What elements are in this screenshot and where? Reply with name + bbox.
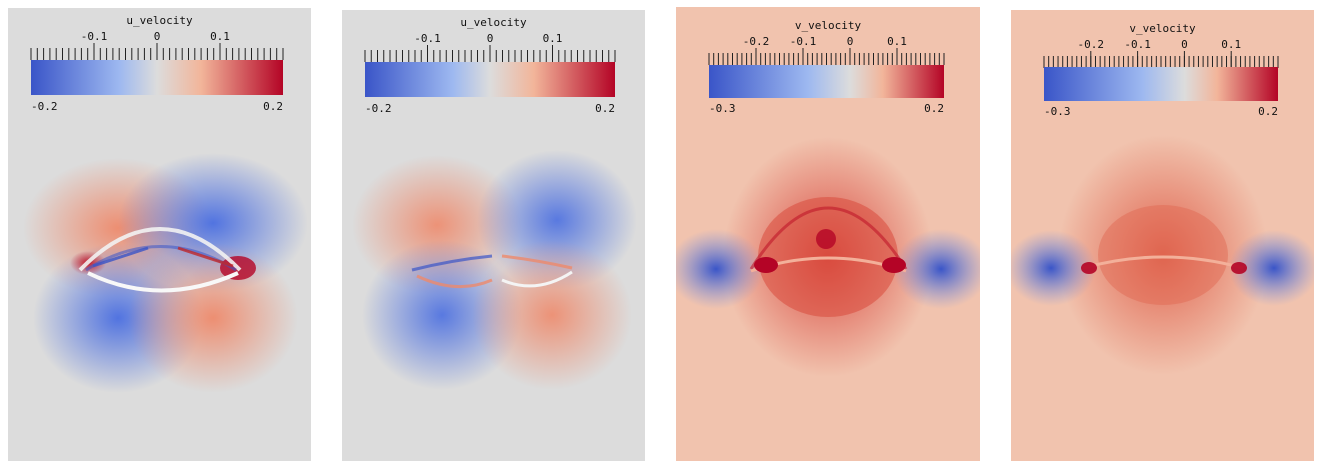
u-velocity-panel-1: u_velocity -0.1 0 0.1 -0.2 0.2 xyxy=(8,8,311,461)
v-velocity-panel-1: v_velocity -0.2 -0.1 0 0.1 -0.3 0.2 xyxy=(676,7,980,461)
colorbar-title: u_velocity xyxy=(460,16,527,29)
colorbar-min-label: -0.3 xyxy=(1044,105,1071,118)
colorbar-gradient xyxy=(1044,67,1278,101)
colorbar-ticks: -0.2 -0.1 0 0.1 xyxy=(1043,38,1279,88)
colorbar-max-label: 0.2 xyxy=(924,102,944,115)
colorbar-max-label: 0.2 xyxy=(595,102,615,115)
colorbar-max-label: 0.2 xyxy=(263,100,283,113)
colorbar-min-label: -0.2 xyxy=(365,102,392,115)
colorbar-title: v_velocity xyxy=(1129,22,1196,35)
colorbar-min-label: -0.2 xyxy=(31,100,58,113)
colorbar-tick-label: -0.2 xyxy=(743,35,770,48)
colorbar-tick-label: 0.1 xyxy=(543,32,563,45)
colorbar-tick-label: 0 xyxy=(1181,38,1188,51)
colorbar-tick-label: 0 xyxy=(847,35,854,48)
colorbar-title: v_velocity xyxy=(794,19,862,32)
colorbar-max-label: 0.2 xyxy=(1258,105,1278,118)
colorbar-tick-label: 0.1 xyxy=(887,35,907,48)
colorbar-gradient xyxy=(31,60,283,95)
colorbar-ticks: -0.1 0 0.1 xyxy=(30,30,284,80)
colorbar-tick-label: 0.1 xyxy=(210,30,230,43)
colorbar-tick-label: 0 xyxy=(154,30,161,43)
colorbar-gradient xyxy=(365,62,615,97)
colorbar-tick-label: 0.1 xyxy=(1221,38,1241,51)
colorbar-ticks: -0.2 -0.1 0 0.1 xyxy=(708,35,945,85)
colorbar-tick-label: -0.1 xyxy=(414,32,441,45)
v-velocity-panel-2: v_velocity -0.2 -0.1 0 0.1 -0.3 0.2 xyxy=(1011,10,1314,461)
colorbar-tick-label: -0.1 xyxy=(81,30,108,43)
colorbar-tick-label: 0 xyxy=(487,32,494,45)
colorbar-tick-label: -0.2 xyxy=(1078,38,1105,51)
colorbar-tick-label: -0.1 xyxy=(790,35,817,48)
u-velocity-panel-2: u_velocity -0.1 0 0.1 -0.2 0.2 xyxy=(342,10,645,461)
colorbar-min-label: -0.3 xyxy=(709,102,736,115)
colorbar-gradient xyxy=(709,65,944,98)
colorbar-tick-label: -0.1 xyxy=(1124,38,1151,51)
colorbar-ticks: -0.1 0 0.1 xyxy=(364,32,616,82)
colorbar-title: u_velocity xyxy=(126,14,193,27)
